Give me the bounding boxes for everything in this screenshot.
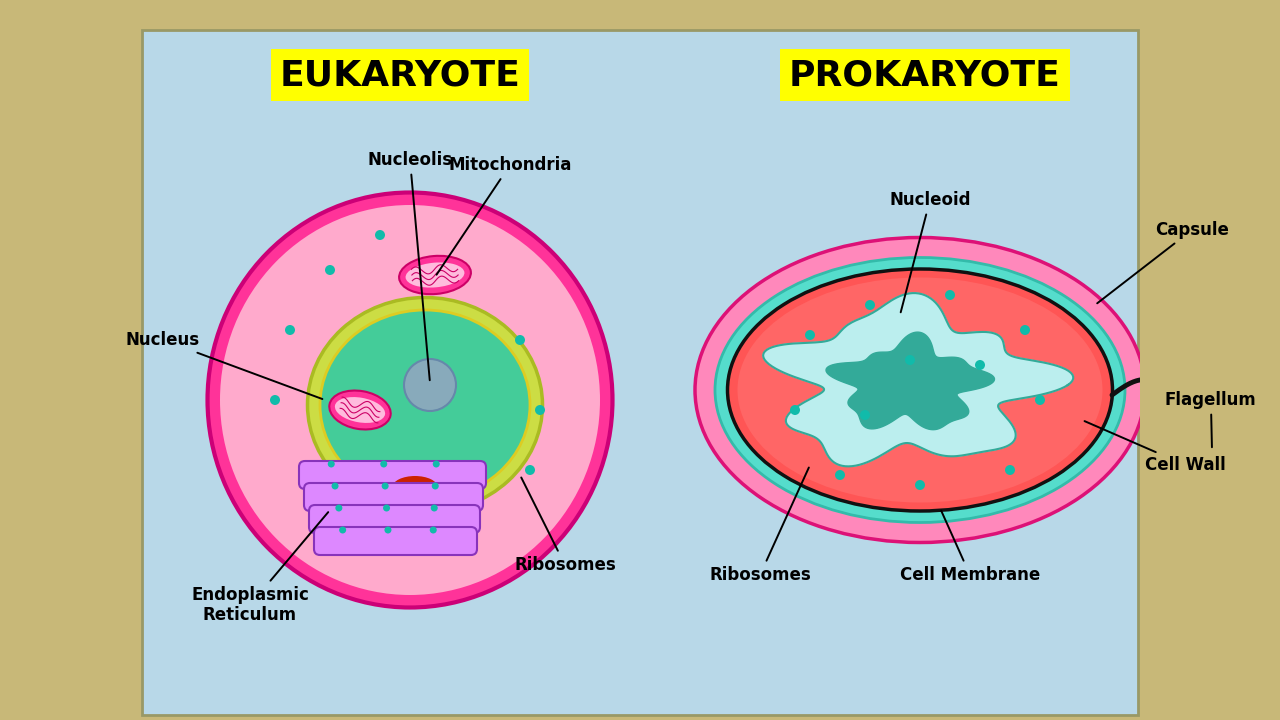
- Ellipse shape: [381, 482, 389, 490]
- Ellipse shape: [433, 461, 440, 467]
- Ellipse shape: [790, 405, 800, 415]
- Ellipse shape: [207, 192, 613, 608]
- Ellipse shape: [535, 405, 545, 415]
- Text: Ribosomes: Ribosomes: [709, 467, 810, 584]
- Text: Ribosomes: Ribosomes: [515, 477, 616, 574]
- Ellipse shape: [1020, 325, 1030, 335]
- Text: Flagellum: Flagellum: [1165, 391, 1257, 447]
- Ellipse shape: [515, 335, 525, 345]
- Ellipse shape: [945, 290, 955, 300]
- Polygon shape: [763, 293, 1073, 467]
- Ellipse shape: [431, 482, 439, 490]
- Ellipse shape: [285, 325, 294, 335]
- Ellipse shape: [220, 205, 600, 595]
- FancyBboxPatch shape: [305, 483, 483, 511]
- Ellipse shape: [375, 230, 385, 240]
- FancyBboxPatch shape: [142, 30, 1138, 715]
- Ellipse shape: [805, 330, 815, 340]
- Ellipse shape: [865, 300, 876, 310]
- Text: Nucleolis: Nucleolis: [367, 151, 453, 380]
- Ellipse shape: [329, 390, 390, 429]
- Ellipse shape: [307, 297, 543, 513]
- Ellipse shape: [430, 526, 436, 534]
- Ellipse shape: [380, 461, 388, 467]
- Text: Mitochondria: Mitochondria: [436, 156, 572, 275]
- Ellipse shape: [975, 360, 986, 370]
- Ellipse shape: [915, 480, 925, 490]
- Ellipse shape: [393, 476, 438, 498]
- Ellipse shape: [860, 410, 870, 420]
- Ellipse shape: [835, 470, 845, 480]
- Ellipse shape: [716, 258, 1125, 523]
- Ellipse shape: [1005, 465, 1015, 475]
- Ellipse shape: [445, 535, 454, 545]
- FancyBboxPatch shape: [308, 505, 480, 533]
- Ellipse shape: [399, 256, 471, 294]
- Ellipse shape: [320, 310, 530, 500]
- Ellipse shape: [383, 505, 390, 511]
- Ellipse shape: [335, 397, 385, 423]
- Ellipse shape: [384, 526, 392, 534]
- FancyBboxPatch shape: [300, 461, 486, 489]
- Ellipse shape: [339, 526, 346, 534]
- Ellipse shape: [406, 262, 465, 287]
- Text: Capsule: Capsule: [1097, 221, 1229, 303]
- Ellipse shape: [328, 461, 335, 467]
- Text: PROKARYOTE: PROKARYOTE: [788, 58, 1061, 92]
- Ellipse shape: [332, 482, 338, 490]
- Ellipse shape: [525, 465, 535, 475]
- Polygon shape: [826, 332, 995, 430]
- Text: Cell Membrane: Cell Membrane: [900, 510, 1041, 584]
- Ellipse shape: [270, 395, 280, 405]
- Ellipse shape: [695, 238, 1146, 542]
- Text: Nucleus: Nucleus: [125, 331, 323, 399]
- Text: EUKARYOTE: EUKARYOTE: [279, 58, 521, 92]
- Text: Cell Wall: Cell Wall: [1084, 421, 1226, 474]
- Ellipse shape: [325, 265, 335, 275]
- Ellipse shape: [1036, 395, 1044, 405]
- Ellipse shape: [335, 505, 342, 511]
- Text: Nucleoid: Nucleoid: [890, 191, 970, 312]
- Ellipse shape: [431, 505, 438, 511]
- Ellipse shape: [905, 355, 915, 365]
- FancyBboxPatch shape: [314, 527, 477, 555]
- Ellipse shape: [737, 277, 1102, 503]
- Text: Endoplasmic
Reticulum: Endoplasmic Reticulum: [191, 512, 328, 624]
- Ellipse shape: [404, 359, 456, 411]
- Ellipse shape: [727, 269, 1112, 511]
